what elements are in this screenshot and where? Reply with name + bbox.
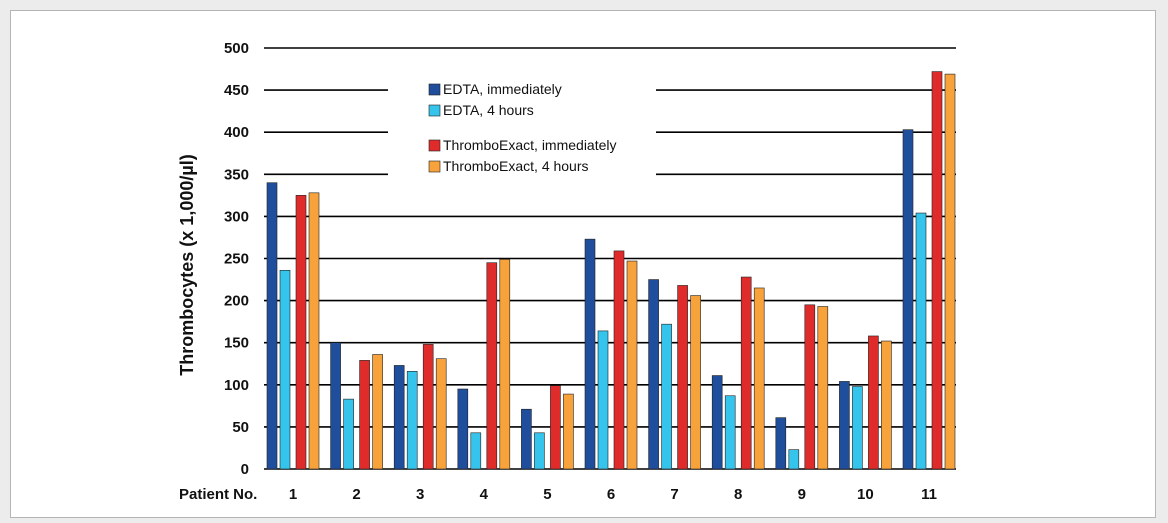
legend-box [388,77,656,195]
bar [902,129,914,470]
bar [343,398,354,470]
x-tick-label: 9 [798,486,806,503]
bar [690,295,701,470]
bar [435,358,447,470]
x-axis-title: Patient No. [179,486,257,503]
chart-frame: 0 50 100 150 200 250 300 350 400 450 500 1 2 3 4 5 6 7 8 9… [10,10,1156,518]
bar [550,385,561,470]
bar [626,260,638,470]
x-tick-label: 10 [857,486,874,503]
bar [740,276,752,470]
legend-swatch [428,83,441,96]
y-tick-label: 250 [224,251,249,268]
bar [499,259,511,470]
bar [308,192,320,470]
y-tick-label: 150 [224,335,249,352]
x-tick-label: 3 [416,486,424,503]
legend-label: EDTA, 4 hours [443,102,534,118]
bar [406,371,418,470]
bar [881,340,892,470]
legend-swatch [428,139,441,152]
legend: EDTA, immediately EDTA, 4 hours ThromboExa… [388,77,656,195]
legend-swatch [428,160,441,173]
legend-label: EDTA, immediately [443,81,562,97]
bar [584,238,596,470]
bar [944,73,956,470]
bar [753,287,765,470]
bar [330,342,341,470]
bar [931,71,943,470]
bar [393,365,405,470]
bar [597,330,609,470]
y-tick-label: 350 [224,166,249,183]
bar [613,250,625,470]
bar [422,344,434,470]
y-tick-label: 200 [224,293,249,310]
x-tick-label: 6 [607,486,615,503]
bar [648,279,659,470]
bar [661,323,672,470]
bar [852,386,863,470]
bar [775,417,787,470]
bar-chart: 0 50 100 150 200 250 300 350 400 450 500 1 2 3 4 5 6 7 8 9… [177,40,956,503]
bar [372,354,383,470]
bar [359,360,370,470]
bar [711,375,723,470]
y-tick-label: 100 [224,377,249,394]
x-tick-label: 4 [480,486,489,503]
x-tick-label: 7 [670,486,678,503]
y-tick-label: 0 [241,461,249,478]
bar [677,285,688,470]
x-tick-label: 2 [352,486,360,503]
y-tick-label: 450 [224,82,249,99]
x-tick-label: 8 [734,486,742,503]
bar [804,304,816,470]
x-tick-label: 1 [289,486,297,503]
y-tick-labels: 0 50 100 150 200 250 300 350 400 450 500 [224,40,249,478]
bar [724,395,736,470]
bar [266,182,278,470]
y-tick-label: 500 [224,40,249,57]
bar [563,393,574,470]
bar [817,306,829,470]
bar [470,432,482,470]
bar [279,269,291,470]
y-tick-label: 300 [224,208,249,225]
bar [788,449,800,470]
legend-swatch [428,104,441,117]
bars [266,71,956,470]
legend-label: ThromboExact, 4 hours [443,158,589,174]
bar [521,408,532,470]
bar [868,335,879,470]
bar [839,381,850,470]
x-tick-labels: 1 2 3 4 5 6 7 8 9 10 11 [289,486,937,503]
bar [457,388,469,470]
y-axis-title: Thrombocytes (x 1,000/µl) [177,154,197,375]
bar [534,432,545,470]
y-tick-label: 50 [232,419,249,436]
bar [486,262,498,470]
x-tick-label: 5 [543,486,551,503]
legend-label: ThromboExact, immediately [443,137,617,153]
bar [915,212,927,470]
y-tick-label: 400 [224,124,249,141]
bar [295,195,307,470]
x-tick-label: 11 [921,486,937,503]
